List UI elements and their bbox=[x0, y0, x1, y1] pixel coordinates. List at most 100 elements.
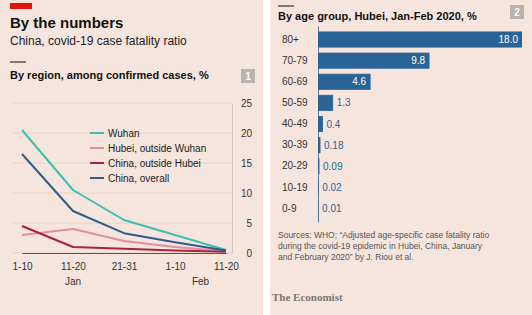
y-tick: 5 bbox=[232, 218, 252, 229]
x-axis: 1-10 11-20 21-31 1-10 11-20 bbox=[12, 253, 239, 272]
category-label: 80+ bbox=[282, 34, 299, 45]
data-label: 0.01 bbox=[322, 203, 342, 214]
bar bbox=[318, 53, 429, 68]
legend-swatch bbox=[90, 132, 104, 134]
category-label: 70-79 bbox=[282, 55, 308, 66]
data-label: 0.18 bbox=[324, 140, 344, 151]
x-tick-label: 1-10 bbox=[12, 261, 32, 272]
y-tick-label: 20 bbox=[241, 128, 253, 139]
bar bbox=[318, 159, 319, 174]
y-tick: 10 bbox=[232, 188, 252, 199]
category-label: 0-9 bbox=[282, 203, 297, 214]
x-axis-line bbox=[23, 253, 227, 254]
bar bbox=[318, 138, 320, 153]
category-tick: 20-29 bbox=[282, 160, 318, 171]
grid-line bbox=[12, 253, 232, 254]
data-labels: 18.09.84.61.30.40.180.090.020.01 bbox=[322, 34, 518, 214]
x-group-label: Jan bbox=[65, 276, 81, 287]
y-tick-label: 0 bbox=[246, 248, 252, 259]
category-label: 60-69 bbox=[282, 76, 308, 87]
panel-number: 1 bbox=[245, 71, 251, 82]
source: during the covid-19 epidemic in Hubei, C… bbox=[278, 241, 483, 251]
x-group-label: Feb bbox=[192, 276, 210, 287]
rule bbox=[10, 61, 26, 62]
bar bbox=[318, 32, 522, 47]
panel-number-box bbox=[510, 5, 524, 19]
chart-title: By region, among confirmed cases, % bbox=[10, 69, 209, 81]
x-tick: 1-10 bbox=[165, 253, 185, 272]
category-axis: 80+ 70-79 60-69 50-59 40-49 30-39 20-29 10-19 0-… bbox=[282, 27, 319, 223]
legend-label: China, outside Hubei bbox=[108, 158, 201, 169]
category-tick: 10-19 bbox=[282, 182, 318, 193]
y-tick: 25 bbox=[232, 98, 252, 109]
legend-label: China, overall bbox=[108, 173, 169, 184]
category-tick: 0-9 bbox=[282, 203, 318, 214]
lines bbox=[22, 130, 226, 252]
panel-background bbox=[270, 0, 532, 315]
grid-line bbox=[12, 103, 232, 104]
panel-number-box bbox=[241, 69, 255, 83]
credit: The Economist bbox=[272, 291, 343, 303]
y-axis: 0 5 10 15 20 25 bbox=[232, 98, 252, 259]
y-tick-label: 25 bbox=[241, 98, 253, 109]
category-tick: 30-39 bbox=[282, 139, 318, 150]
data-label: 4.6 bbox=[352, 76, 366, 87]
category-tick: 50-59 bbox=[282, 97, 318, 108]
x-tick: 21-31 bbox=[112, 253, 138, 272]
category-tick: 70-79 bbox=[282, 55, 318, 66]
legend-swatch bbox=[90, 147, 104, 149]
bar bbox=[318, 180, 319, 195]
x-tick: 11-20 bbox=[214, 253, 239, 272]
data-label: 9.8 bbox=[411, 55, 425, 66]
bar bbox=[318, 201, 319, 216]
source: Sources: WHO; “Adjusted age-specific cas… bbox=[278, 230, 489, 240]
y-tick: 20 bbox=[232, 128, 252, 139]
bar bbox=[318, 95, 333, 110]
title: By the numbers bbox=[10, 14, 123, 31]
legend-swatch bbox=[90, 177, 104, 179]
data-label: 0.02 bbox=[322, 182, 342, 193]
legend-label: Wuhan bbox=[108, 128, 140, 139]
header-flag bbox=[10, 3, 32, 9]
y-tick-label: 5 bbox=[246, 218, 252, 229]
panel-number: 2 bbox=[514, 7, 520, 18]
panel-background bbox=[0, 0, 263, 315]
category-label: 30-39 bbox=[282, 139, 308, 150]
grid bbox=[12, 103, 232, 253]
rule bbox=[278, 5, 294, 6]
series-line bbox=[22, 154, 226, 251]
category-label: 20-29 bbox=[282, 160, 308, 171]
y-tick-label: 10 bbox=[241, 188, 253, 199]
x-tick: 1-10 bbox=[12, 253, 32, 272]
grid-line bbox=[12, 223, 232, 224]
line-chart: By region, among confirmed cases, %10510… bbox=[10, 62, 255, 287]
series-line bbox=[22, 226, 226, 252]
y-tick-label: 15 bbox=[241, 158, 253, 169]
category-label: 40-49 bbox=[282, 118, 308, 129]
category-tick: 40-49 bbox=[282, 118, 318, 129]
x-tick-label: 21-31 bbox=[112, 261, 138, 272]
y-tick: 0 bbox=[232, 248, 252, 259]
source: and February 2020” by J. Riou et al. bbox=[278, 252, 414, 262]
chart-title: By age group, Hubei, Jan-Feb 2020, % bbox=[278, 10, 477, 22]
bar bbox=[318, 116, 323, 131]
data-label: 1.3 bbox=[337, 97, 351, 108]
category-label: 50-59 bbox=[282, 97, 308, 108]
grid-line bbox=[12, 193, 232, 194]
legend-label: Hubei, outside Wuhan bbox=[108, 143, 206, 154]
legend: Wuhan Hubei, outside Wuhan China, outside … bbox=[90, 128, 206, 184]
data-label: 18.0 bbox=[499, 34, 519, 45]
x-tick-label: 1-10 bbox=[165, 261, 185, 272]
data-label: 0.09 bbox=[323, 161, 343, 172]
x-tick-label: 11-20 bbox=[214, 261, 239, 272]
category-label: 10-19 bbox=[282, 182, 308, 193]
subtitle: China, covid-19 case fatality ratio bbox=[10, 34, 187, 48]
y-axis-line bbox=[232, 104, 233, 254]
category-tick: 60-69 bbox=[282, 76, 318, 87]
legend-swatch bbox=[90, 162, 104, 164]
bar-chart: By age group, Hubei, Jan-Feb 2020, % 2 80+… bbox=[278, 5, 524, 262]
y-tick: 15 bbox=[232, 158, 252, 169]
figure: By the numbers China, covid-19 case fatal… bbox=[0, 0, 532, 315]
bar bbox=[318, 74, 370, 89]
x-tick-label: 11-20 bbox=[61, 261, 86, 272]
